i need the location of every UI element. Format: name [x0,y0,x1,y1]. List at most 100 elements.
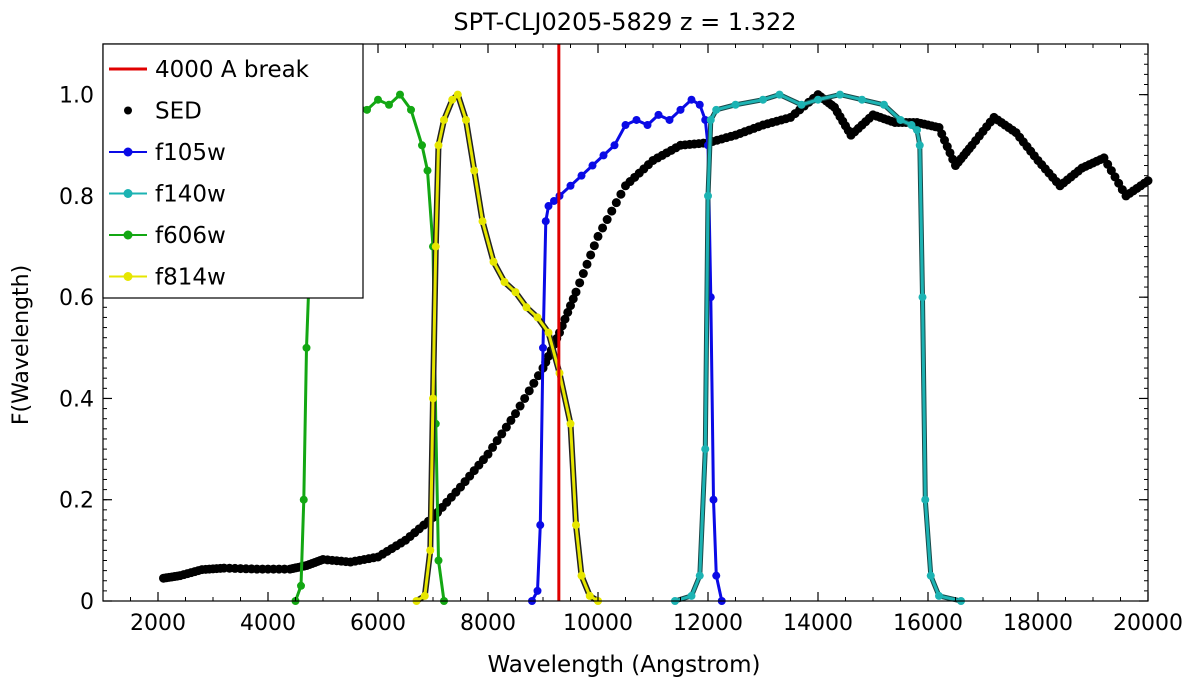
series-point [566,181,575,190]
series-point [577,571,586,580]
sed-point-interp [563,307,573,317]
legend-label: f606w [155,223,226,249]
y-axis-label: F(Wavelength) [9,265,34,425]
legend-label: f140w [155,182,226,208]
sed-point-interp [671,143,681,153]
series-outline [414,91,600,604]
y-tick-label: 0.8 [59,185,94,210]
series-point [921,495,930,504]
series-point [880,100,888,109]
series-point [907,121,916,130]
series-point [585,591,594,600]
series-point [462,115,470,124]
legend-label: SED [155,99,202,125]
series-point [759,95,767,104]
legend-label: 4000 A break [155,57,310,83]
sed-point-interp [602,215,612,225]
series-point [588,161,597,170]
series-point [544,202,553,211]
series-point [541,217,550,226]
series-point [299,495,308,504]
series-point [665,115,674,124]
sed-point-interp [1117,185,1127,195]
series-point [775,90,784,99]
series-point [706,115,715,124]
sed-point-interp [781,114,791,124]
series-point [539,343,547,352]
x-tick-label: 8000 [460,611,516,636]
sed-point-interp [247,564,256,574]
sed-point-interp [930,122,940,132]
series-point [536,521,545,530]
legend-swatch-dot [123,189,133,198]
sed-point-interp [368,553,378,563]
legend: 4000 A break SED f105w f140w f606w f814w [102,43,364,299]
sed-point-interp [566,301,575,311]
series-point [701,445,710,454]
sed-point-interp [607,206,617,216]
series-point [858,95,866,104]
sed-point-interp [1051,177,1061,187]
series-point [566,419,575,428]
series-point [935,591,943,600]
series-point [687,95,696,104]
series-layer [159,44,1153,605]
legend-box [102,43,364,299]
sed-point-interp [611,198,621,208]
series-point [599,151,608,160]
series-point [423,166,432,175]
series-point [544,328,553,337]
legend-item: f606w [109,223,226,249]
sed-point [511,409,520,419]
series-point [610,141,619,150]
series-point [374,95,382,104]
series-point [643,121,652,130]
series-point [712,571,721,580]
chart-title: SPT-CLJ0205-5829 z = 1.322 [453,8,796,36]
series-point [550,196,558,205]
series-point [434,141,443,150]
series-f814w [412,90,602,605]
series-point [396,90,404,99]
series-point [302,343,311,352]
y-tick-label: 1.0 [59,84,94,109]
series-point [431,242,440,251]
series-point [621,121,630,130]
sed-point-interp [582,259,592,269]
sed-point-interp [341,557,351,567]
sed-point-interp [515,401,525,411]
sed-point-interp [524,386,534,396]
x-axis-label: Wavelength (Angstrom) [487,652,760,678]
sed-point-interp [533,371,543,381]
series-point [500,277,509,286]
y-tick-label: 0.6 [59,286,94,311]
legend-swatch-dot [123,272,133,281]
sed-point-interp [1029,151,1039,161]
legend-item: f140w [109,182,226,208]
x-tick-label: 20000 [1113,611,1183,636]
sed-point-interp [1073,166,1083,176]
legend-label: f105w [155,140,226,166]
sed-point-interp [568,294,578,304]
sed-point-interp [586,250,596,260]
legend-label: f814w [155,265,226,291]
sed-point-interp [589,241,599,251]
series-line [415,93,599,603]
sed-point-interp [492,436,502,446]
series-point [511,288,520,297]
series-point [418,141,426,150]
series-point [704,191,712,200]
x-tick-label: 16000 [893,611,963,636]
sed-point-interp [280,564,289,574]
series-point [522,303,531,312]
sed-point-interp [575,278,585,288]
series-point [440,115,448,124]
y-tick-label: 0.4 [59,387,94,412]
sed-point-interp [193,566,203,576]
sed-point-interp [598,223,608,233]
y-tick-label: 0 [80,590,94,615]
sed-point-interp [726,131,736,141]
series-outline [674,92,962,604]
series-point [489,257,498,266]
